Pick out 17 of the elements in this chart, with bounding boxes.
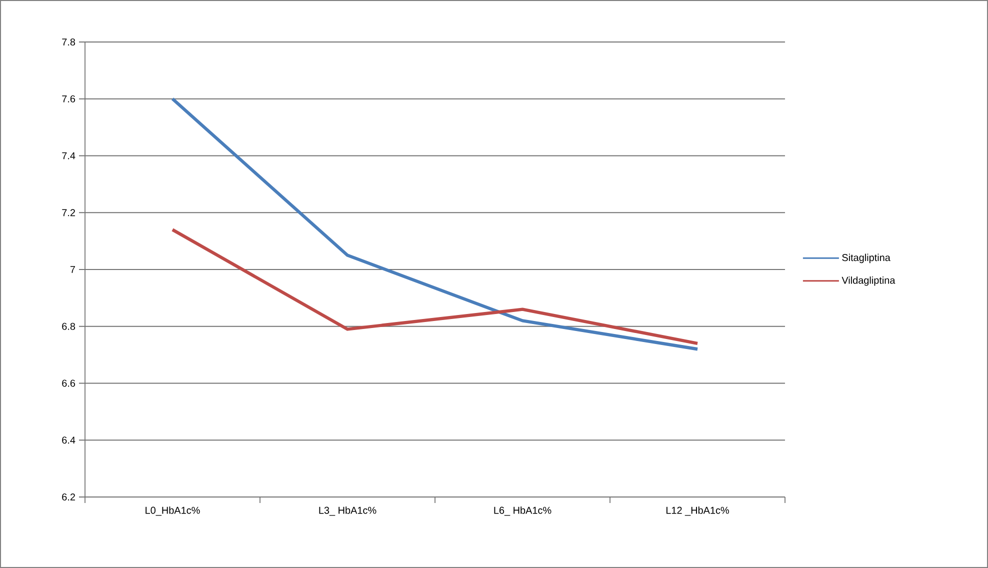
x-tick-label: L6_ HbA1c% — [494, 506, 552, 516]
line-series — [170, 228, 700, 346]
y-tick-label: 7.2 — [62, 209, 75, 216]
y-tick-label: 6.8 — [62, 322, 76, 330]
legend-label: Vildagliptina — [842, 276, 896, 286]
x-tick-label: L3_ HbA1c% — [319, 506, 376, 516]
y-tick-label: 6.4 — [62, 436, 76, 444]
y-tick-label: 7.6 — [62, 95, 76, 102]
y-tick-label: 7.4 — [62, 152, 76, 160]
x-tick-label: L0_HbA1c% — [146, 506, 200, 516]
legend-label: Sitagliptina — [842, 254, 890, 264]
y-tick-label: 7 — [70, 266, 75, 273]
line-series — [170, 97, 700, 351]
x-tick-label: L12 _HbA1c% — [666, 506, 729, 516]
y-tick-label: 6.6 — [62, 380, 76, 387]
y-tick-label: 7.8 — [62, 38, 76, 46]
y-tick-label: 6.2 — [62, 493, 75, 501]
